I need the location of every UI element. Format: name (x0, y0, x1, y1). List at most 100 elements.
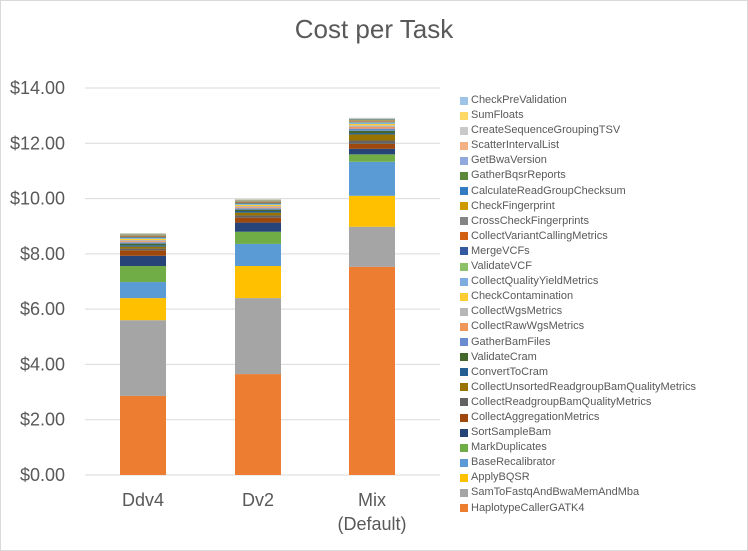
bar-segment (349, 122, 395, 124)
legend-item: CollectRawWgsMetrics (460, 319, 696, 334)
bar-segment (120, 238, 166, 241)
legend-label: ApplyBQSR (471, 471, 530, 484)
legend-label: ValidateCram (471, 350, 537, 363)
bar-segment (235, 209, 281, 212)
legend-item: SumFloats (460, 108, 696, 123)
legend-label: CollectWgsMetrics (471, 305, 563, 318)
bar-segment (235, 202, 281, 203)
x-tick-label: Ddv4 (122, 490, 164, 510)
bar-segment (235, 266, 281, 299)
legend-swatch (460, 247, 468, 256)
legend-swatch (460, 504, 468, 513)
y-tick-label: $2.00 (20, 410, 65, 430)
bar-segment (349, 118, 395, 120)
legend-label: MarkDuplicates (471, 441, 547, 454)
bar-segment (349, 119, 395, 121)
bar-segment (349, 125, 395, 127)
legend-item: ConvertToCram (460, 365, 696, 380)
y-tick-label: $4.00 (20, 354, 65, 374)
legend-label: CheckContamination (471, 290, 574, 303)
legend-label: SumFloats (471, 109, 524, 122)
legend-label: ConvertToCram (471, 365, 549, 378)
legend-swatch (460, 307, 468, 316)
bar-segment (120, 250, 166, 256)
bar-segment (235, 199, 281, 200)
bar-segment (349, 120, 395, 121)
bar-segment (120, 237, 166, 239)
bar-segment (235, 200, 281, 202)
bar-segment (349, 119, 395, 120)
bar-segment (235, 204, 281, 205)
legend-item: CheckPreValidation (460, 93, 696, 108)
bar-segment (120, 235, 166, 236)
legend-swatch (460, 172, 468, 181)
legend-label: SortSampleBam (471, 426, 552, 439)
bar-segment (235, 207, 281, 209)
legend-swatch (460, 428, 468, 437)
bar-segment (235, 200, 281, 202)
bar-segment (120, 298, 166, 321)
bar-segment (235, 215, 281, 218)
legend-label: CollectRawWgsMetrics (471, 320, 585, 333)
legend-item: GatherBqsrReports (460, 168, 696, 183)
bar-segment (120, 236, 166, 238)
bar-segment (349, 140, 395, 144)
bar-segment (120, 234, 166, 235)
bar-segment (235, 206, 281, 208)
legend-item: GetBwaVersion (460, 153, 696, 168)
bar-segment (235, 208, 281, 210)
bar-segment (349, 118, 395, 119)
legend-label: CrossCheckFingerprints (471, 214, 589, 227)
bar-segment (235, 222, 281, 232)
legend-label: HaplotypeCallerGATK4 (471, 501, 585, 514)
chart-legend: CheckPreValidation SumFloats CreateSequenc… (460, 93, 696, 516)
bar-segment (349, 161, 395, 196)
bar-segment (120, 238, 166, 239)
legend-swatch (460, 443, 468, 452)
legend-item: ScatterIntervalList (460, 138, 696, 153)
legend-swatch (460, 488, 468, 497)
bar-segment (120, 235, 166, 237)
y-tick-label: $6.00 (20, 299, 65, 319)
bar-stack (120, 233, 166, 475)
legend-swatch (460, 353, 468, 362)
legend-item: CheckContamination (460, 289, 696, 304)
bar-segment (349, 126, 395, 129)
bar-segment (120, 243, 166, 246)
bar-segment (235, 199, 281, 201)
legend-label: CollectVariantCallingMetrics (471, 229, 608, 242)
legend-label: MergeVCFs (471, 244, 530, 257)
bar-segment (120, 255, 166, 267)
bar-segment (349, 122, 395, 123)
legend-label: SamToFastqAndBwaMemAndMba (471, 486, 640, 499)
bar-segment (349, 128, 395, 131)
bar-segment (120, 233, 166, 235)
bar-segment (349, 226, 395, 267)
bar-segment (349, 117, 395, 119)
legend-label: BaseRecalibrator (471, 456, 556, 469)
bar-segment (235, 200, 281, 201)
bar-segment (120, 233, 166, 234)
bar-segment (120, 242, 166, 244)
bar-segment (120, 246, 166, 249)
legend-item: ApplyBQSR (460, 470, 696, 485)
legend-item: SamToFastqAndBwaMemAndMba (460, 485, 696, 500)
bar-segment (120, 233, 166, 235)
bar-segment (349, 118, 395, 119)
bar-stack (235, 199, 281, 475)
bar-segment (120, 282, 166, 299)
bar-segment (235, 211, 281, 213)
legend-item: BaseRecalibrator (460, 455, 696, 470)
bar-segment (235, 212, 281, 216)
legend-item: CollectAggregationMetrics (460, 410, 696, 425)
legend-label: CreateSequenceGroupingTSV (471, 124, 621, 137)
legend-label: GetBwaVersion (471, 154, 547, 167)
legend-swatch (460, 126, 468, 135)
legend-label: CalculateReadGroupChecksum (471, 184, 626, 197)
legend-swatch (460, 322, 468, 331)
bar-segment (349, 148, 395, 155)
legend-label: CollectReadgroupBamQualityMetrics (471, 395, 652, 408)
bar-segment (120, 320, 166, 396)
legend-swatch (460, 338, 468, 347)
x-tick-label: Mix (358, 490, 386, 510)
